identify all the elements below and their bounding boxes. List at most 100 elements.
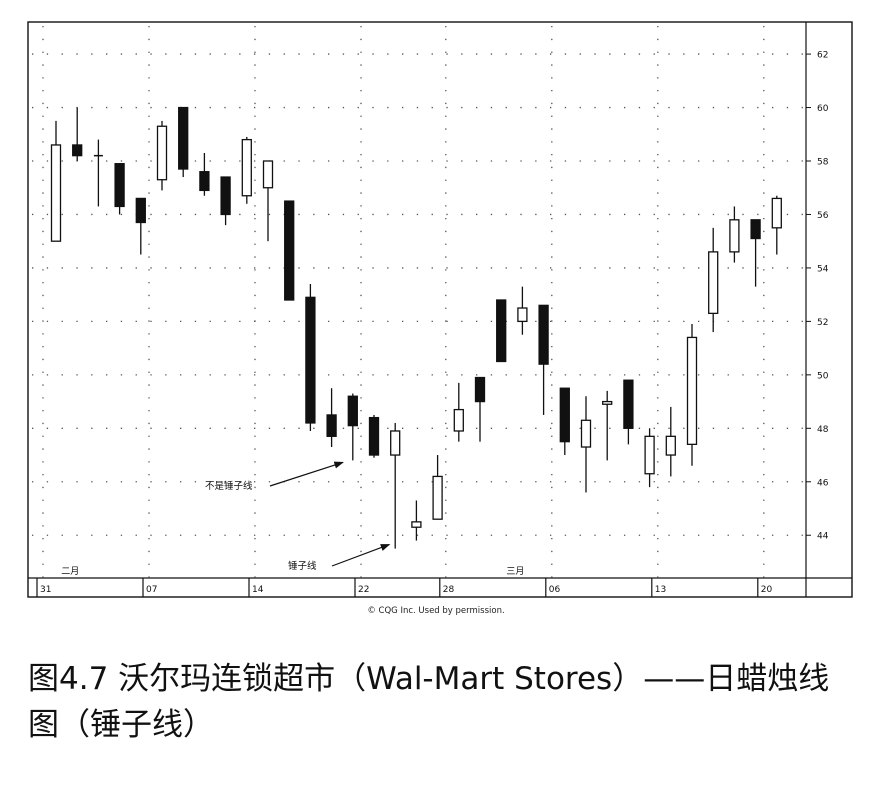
y-tick-label: 62 [817,51,828,61]
x-tick-label: 07 [146,585,157,595]
candle-body-bullish [580,419,592,448]
y-tick-label: 50 [817,371,829,381]
candle-body-bearish [750,219,761,240]
candle [474,376,486,442]
candle-body-bearish [220,176,231,216]
candle-body-bullish [602,400,613,405]
candle [305,283,316,431]
candle [538,304,549,415]
candle [220,176,231,226]
candle [50,120,62,242]
candle [72,107,83,161]
figure-caption: 图4.7 沃尔玛连锁超市（Wal-Mart Stores）——日蜡烛线图（锤子线… [28,661,830,743]
candle [390,422,401,549]
candle [665,406,676,477]
candle [368,414,380,458]
candle-body-bearish [114,163,125,208]
candle-body-bearish [474,376,486,403]
candle [729,206,740,263]
candle [644,428,655,488]
y-tick-label: 48 [817,425,829,435]
candle [284,200,295,301]
y-tick-label: 46 [817,478,829,488]
y-tick-label: 52 [817,318,828,328]
candle-body-bullish [262,160,274,189]
candle [517,286,528,335]
candlestick-chart: 44 46 48 50 52 54 56 58 60 62 31 07 14 22 28 06 13 20 二月… [27,21,853,616]
candle [241,136,252,204]
month-labels: 二月 三月 [61,566,524,577]
candle [93,139,103,207]
candle [114,163,125,215]
candle [580,396,592,493]
candle [602,390,613,461]
x-tick-label: 31 [40,585,51,595]
candle [623,379,634,445]
candle-body-bullish [241,138,252,197]
candle-body-bearish [347,395,358,427]
candle-body-bullish [432,475,443,520]
candle [411,500,422,541]
candle [199,152,210,196]
candle-body-bullish [453,408,464,432]
candle [135,197,146,255]
candle-body-bullish [50,144,62,242]
chart-credit: © CQG Inc. Used by permission. [367,606,504,616]
candle [262,160,274,242]
candle [453,382,464,442]
candle [708,227,719,333]
candle-body-bearish [284,200,295,301]
candle-body-bullish [517,307,528,323]
annotation-arrow [331,544,391,567]
candle-body-bearish [326,414,337,437]
candle [559,387,570,456]
y-tick-label: 60 [817,104,829,114]
candle-body-bearish [178,106,189,170]
x-tick-label: 06 [549,585,561,595]
candle [496,299,507,363]
month-label: 二月 [61,566,79,577]
candle-body-bearish [496,299,507,363]
candle-body-bearish [538,304,549,365]
candle [750,219,761,287]
x-tick-label: 13 [655,585,666,595]
candle-body-bearish [368,416,380,456]
candle-body-bullish [411,521,422,528]
y-tick-label: 56 [817,211,829,221]
x-axis-ticks: 31 07 14 22 28 06 13 20 [36,578,773,597]
candle [432,455,443,520]
x-tick-label: 20 [761,585,773,595]
candle [326,388,337,448]
y-tick-label: 58 [817,158,829,168]
candle-body-bullish [390,430,401,456]
candle-body-bullish [686,336,698,445]
x-tick-label: 28 [443,585,455,595]
candle-body-bearish [623,379,634,429]
x-tick-label: 22 [358,585,369,595]
candle-body-bullish [156,125,168,181]
candle-body-bullish [644,435,655,475]
annotation-label: 锤子线 [288,560,317,572]
month-label: 三月 [506,566,524,577]
candle [178,106,189,178]
x-tick-label: 14 [252,585,264,595]
candle [686,324,698,466]
candle [156,120,168,191]
candle-body-bearish [72,144,83,157]
candle-body-bearish [135,197,146,224]
candle-body-bullish [729,219,740,253]
y-tick-label: 54 [817,264,829,274]
annotation-arrow [269,461,344,487]
y-tick-label: 44 [817,532,829,542]
candle-body-bearish [559,387,570,443]
candle-body-bearish [305,296,316,424]
candle [347,393,358,461]
candles [50,106,782,549]
candle-body-bullish [771,197,782,229]
candle [771,195,782,255]
candle-body-bearish [199,171,210,192]
candle-body-bullish [665,435,676,456]
candle-body-bullish [708,251,719,315]
annotation-label: 不是锤子线 [205,480,253,492]
